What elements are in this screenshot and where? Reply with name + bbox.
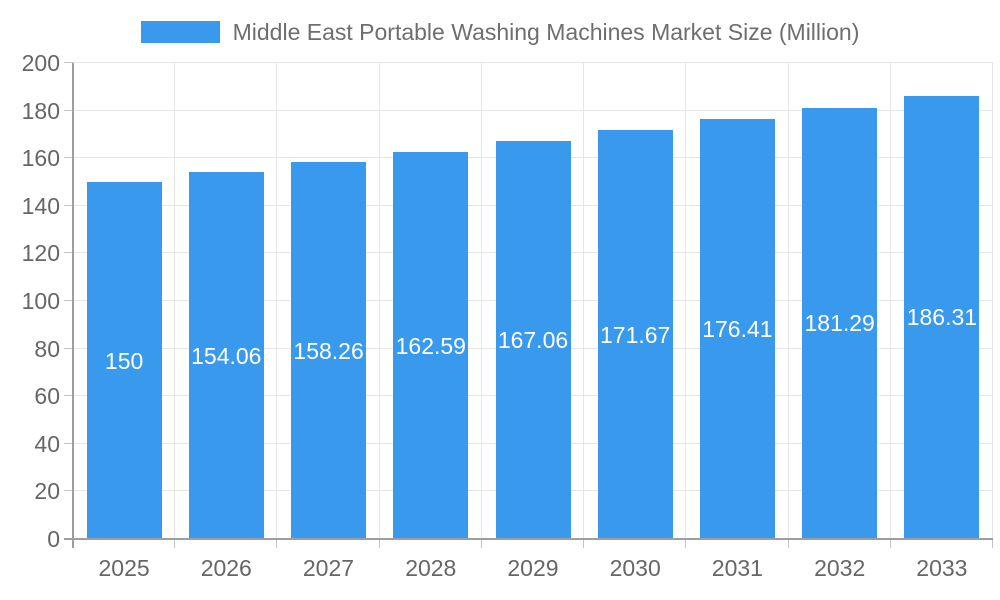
legend-label: Middle East Portable Washing Machines Ma… xyxy=(232,19,860,45)
x-axis-tick xyxy=(481,539,482,548)
chart-legend-item[interactable]: Middle East Portable Washing Machines Ma… xyxy=(0,10,1000,54)
x-gridline xyxy=(583,63,584,539)
bar-2025[interactable] xyxy=(86,182,162,539)
x-gridline xyxy=(685,63,686,539)
x-gridline xyxy=(788,63,789,539)
y-axis-tick-label: 0 xyxy=(47,526,60,552)
bar-2027[interactable] xyxy=(291,162,367,539)
y-gridline xyxy=(73,110,993,111)
y-axis-tick xyxy=(64,348,73,349)
bar-2028[interactable] xyxy=(393,152,469,539)
bar-2029[interactable] xyxy=(495,141,571,539)
bar-value-label: 171.67 xyxy=(600,321,671,348)
y-axis-tick xyxy=(64,205,73,206)
y-gridline xyxy=(73,62,993,63)
x-gridline xyxy=(481,63,482,539)
bar-2031[interactable] xyxy=(699,119,775,539)
legend-color-swatch xyxy=(140,21,220,43)
x-gridline xyxy=(174,63,175,539)
x-axis-tick xyxy=(788,539,789,548)
y-axis-tick xyxy=(64,443,73,444)
x-axis-tick-label: 2030 xyxy=(609,555,661,581)
y-axis-tick xyxy=(64,110,73,111)
x-axis-tick-label: 2033 xyxy=(916,555,968,581)
bar-value-label: 181.29 xyxy=(804,310,875,337)
x-axis-tick-label: 2026 xyxy=(200,555,252,581)
y-axis-tick xyxy=(64,300,73,301)
bar-2032[interactable] xyxy=(802,107,878,539)
x-axis-tick xyxy=(276,539,277,548)
y-axis-tick-label: 200 xyxy=(21,50,60,76)
x-axis-tick-label: 2032 xyxy=(814,555,866,581)
y-axis-tick xyxy=(64,252,73,253)
x-axis-line xyxy=(64,538,993,540)
y-axis-tick xyxy=(64,490,73,491)
y-axis-tick-label: 180 xyxy=(21,98,60,124)
y-axis-tick xyxy=(64,395,73,396)
bar-value-label: 176.41 xyxy=(702,316,773,343)
bar-value-label: 158.26 xyxy=(293,337,364,364)
x-gridline xyxy=(992,63,993,539)
y-axis-tick-label: 80 xyxy=(34,336,60,362)
x-gridline xyxy=(890,63,891,539)
y-axis-tick-label: 40 xyxy=(34,431,60,457)
y-axis-tick xyxy=(64,157,73,158)
bar-2030[interactable] xyxy=(597,130,673,539)
y-axis-tick xyxy=(64,62,73,63)
x-axis-tick-label: 2029 xyxy=(507,555,559,581)
bar-value-label: 150 xyxy=(104,347,144,374)
x-gridline xyxy=(379,63,380,539)
y-axis-tick-label: 120 xyxy=(21,240,60,266)
x-axis-tick xyxy=(583,539,584,548)
x-gridline xyxy=(276,63,277,539)
x-axis-tick xyxy=(174,539,175,548)
y-axis-tick-label: 100 xyxy=(21,288,60,314)
bar-value-label: 154.06 xyxy=(191,342,262,369)
x-axis-tick xyxy=(890,539,891,548)
x-axis-tick xyxy=(379,539,380,548)
x-axis-tick-label: 2027 xyxy=(302,555,355,581)
x-axis-tick-label: 2025 xyxy=(98,555,150,581)
y-axis-tick-label: 60 xyxy=(34,383,60,409)
bar-value-label: 186.31 xyxy=(906,304,978,331)
x-axis-tick-label: 2031 xyxy=(711,555,763,581)
bar-2026[interactable] xyxy=(188,172,264,539)
y-axis-tick-label: 20 xyxy=(34,478,60,504)
x-axis-tick-label: 2028 xyxy=(405,555,457,581)
x-axis-tick xyxy=(992,539,993,548)
x-axis-tick xyxy=(685,539,686,548)
bar-value-label: 167.06 xyxy=(497,327,569,354)
y-axis-tick-label: 140 xyxy=(21,193,60,219)
y-axis-line xyxy=(72,63,74,548)
y-axis-tick-label: 160 xyxy=(21,145,60,171)
bar-value-label: 162.59 xyxy=(395,332,466,359)
bar-2033[interactable] xyxy=(904,95,980,539)
